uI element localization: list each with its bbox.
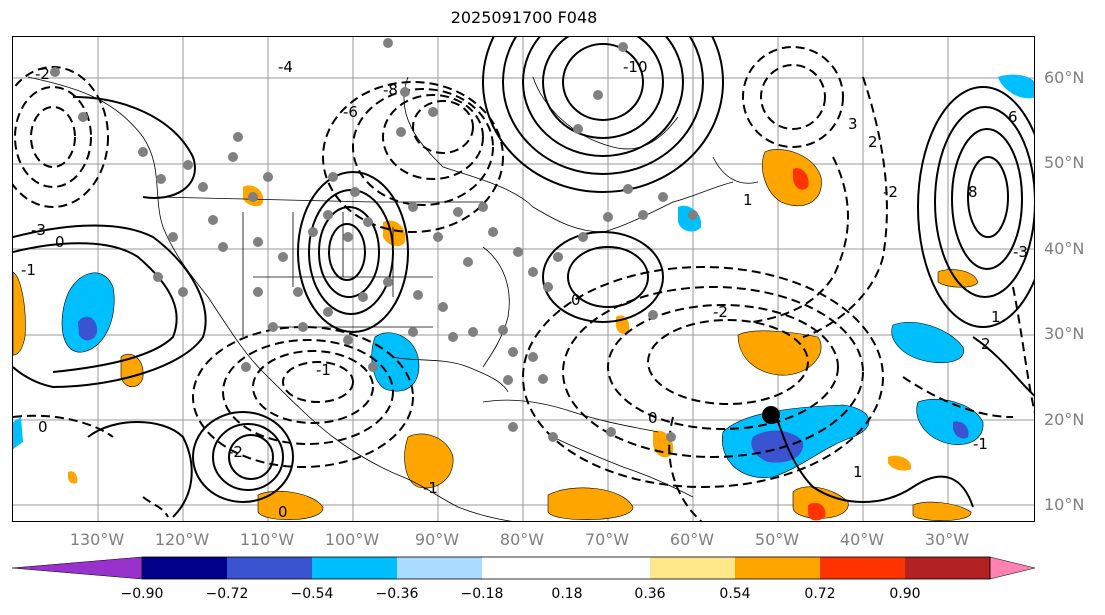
colorbar-tick: −0.90: [120, 586, 164, 602]
lon-label: 30°W: [924, 530, 970, 549]
colorbar-segment: [397, 557, 482, 579]
lon-label: 70°W: [584, 530, 630, 549]
contour-label: -6: [343, 103, 358, 121]
colorbar-tick: −0.36: [375, 586, 419, 602]
lat-label: 30°N: [1044, 324, 1085, 343]
lat-label: 10°N: [1044, 495, 1085, 514]
colorbar-segment: [482, 557, 650, 579]
lat-label: 50°N: [1044, 153, 1085, 172]
colorbar-segment: [227, 557, 312, 579]
contour-label: -8: [383, 81, 398, 99]
map-panel[interactable]: -2 -3 0 -1 -4 -6 -8 -10 1 2 3 -3 -2 8 6 …: [12, 36, 1035, 522]
lon-label: 40°W: [839, 530, 885, 549]
colorbar-segment: [312, 557, 397, 579]
contour-label: 1: [853, 463, 863, 481]
lon-label: 60°W: [669, 530, 715, 549]
colorbar-tick: 0.18: [551, 586, 583, 602]
contour-label: 0: [648, 409, 658, 427]
storm-center-marker[interactable]: [762, 406, 780, 424]
lon-label: 90°W: [414, 530, 460, 549]
contour-label: 0: [571, 291, 581, 309]
graticule: [13, 37, 1034, 521]
contour-label: 0: [278, 503, 288, 521]
colorbar-segment: [12, 556, 143, 580]
contour-label: -2: [35, 65, 50, 83]
contour-label: 2: [868, 133, 878, 151]
contour-label: -1: [423, 479, 438, 497]
contour-labels: -2 -3 0 -1 -4 -6 -8 -10 1 2 3 -3 -2 8 6 …: [21, 58, 1028, 521]
contour-label: -10: [623, 58, 648, 76]
contour-label: -2: [883, 183, 898, 201]
contour-label: -2: [713, 303, 728, 321]
contour-label: 1: [991, 308, 1001, 326]
contour-label: -1: [973, 435, 988, 453]
contour-label: -3: [1013, 243, 1028, 261]
colorbar-tick: −0.72: [205, 586, 249, 602]
contour-label: 2: [981, 335, 991, 353]
contour-label: 0: [55, 233, 65, 251]
contours-negative: [13, 46, 1034, 521]
lat-label: 20°N: [1044, 410, 1085, 429]
colorbar-segment: [142, 557, 227, 579]
lon-label: 100°W: [324, 530, 380, 549]
contour-label: -1: [316, 361, 331, 379]
colorbar-tick: 0.54: [719, 586, 751, 602]
contour-label: -2: [228, 443, 243, 461]
lon-label: 130°W: [69, 530, 125, 549]
colorbar-segment: [905, 557, 990, 579]
map-title: 2025091700 F048: [450, 8, 598, 27]
shaded-fields: [13, 74, 1034, 521]
lat-label: 40°N: [1044, 239, 1085, 258]
contour-label: 6: [1008, 108, 1018, 126]
lon-label: 120°W: [154, 530, 210, 549]
contour-label: 1: [743, 191, 753, 209]
colorbar-tick: 0.72: [804, 586, 836, 602]
contour-label: 3: [848, 115, 858, 133]
station-dots: [50, 38, 698, 442]
contour-label: -4: [278, 58, 293, 76]
colorbar-tick: −0.54: [290, 586, 334, 602]
contour-label: 0: [38, 418, 48, 436]
colorbar-segment: [989, 556, 1035, 580]
contour-label: -1: [21, 261, 36, 279]
lon-label: 80°W: [499, 530, 545, 549]
lon-label: 50°W: [754, 530, 800, 549]
lon-label: 110°W: [239, 530, 295, 549]
colorbar-tick: 0.90: [889, 586, 921, 602]
colorbar-segment: [820, 557, 905, 579]
colorbar: [12, 556, 1035, 580]
contours-positive: [13, 37, 1034, 518]
map-canvas: -2 -3 0 -1 -4 -6 -8 -10 1 2 3 -3 -2 8 6 …: [13, 37, 1034, 521]
contour-label: -3: [31, 221, 46, 239]
contour-label: 8: [968, 183, 978, 201]
lat-label: 60°N: [1044, 68, 1085, 87]
colorbar-segment: [735, 557, 820, 579]
colorbar-tick: 0.36: [634, 586, 666, 602]
colorbar-segment: [650, 557, 735, 579]
colorbar-tick: −0.18: [460, 586, 504, 602]
